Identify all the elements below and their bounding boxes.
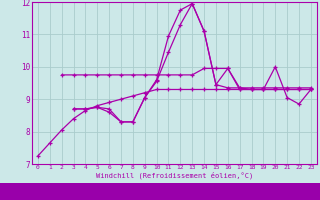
- X-axis label: Windchill (Refroidissement éolien,°C): Windchill (Refroidissement éolien,°C): [96, 172, 253, 179]
